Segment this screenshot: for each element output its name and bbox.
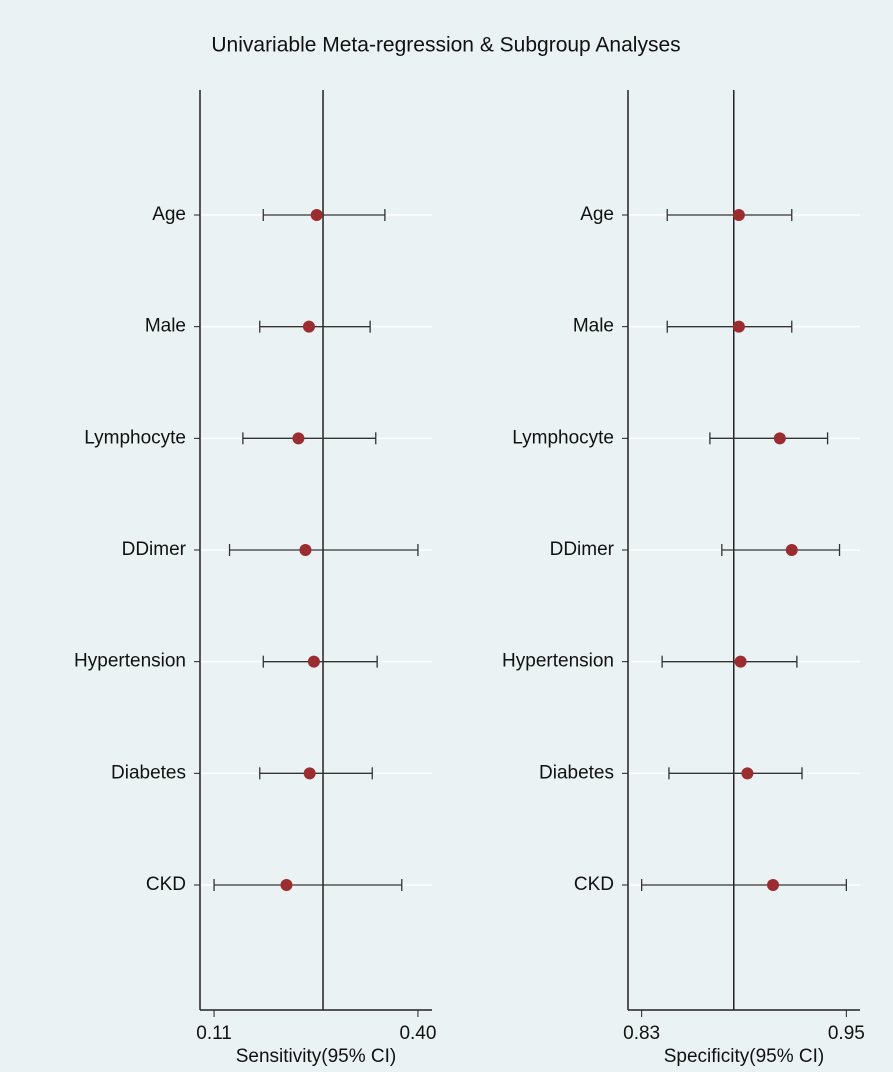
point — [303, 767, 316, 780]
y-tick-label: Hypertension — [74, 651, 186, 672]
chart-title: Univariable Meta-regression & Subgroup A… — [211, 34, 680, 57]
y-tick-label: CKD — [574, 874, 614, 895]
x-tick-label: 0.83 — [623, 1023, 660, 1044]
point — [741, 767, 754, 780]
y-tick-label: DDimer — [122, 539, 187, 560]
y-tick-label: Age — [580, 204, 614, 225]
point — [292, 432, 305, 445]
x-axis-label: Sensitivity(95% CI) — [236, 1046, 397, 1067]
point — [302, 320, 315, 333]
point — [734, 655, 747, 668]
y-tick-label: Male — [145, 316, 186, 337]
y-tick-label: Age — [152, 204, 186, 225]
point — [773, 432, 786, 445]
point — [310, 209, 323, 221]
point — [307, 655, 320, 668]
y-tick-label: Male — [573, 316, 614, 337]
x-tick-label: 0.11 — [196, 1023, 232, 1044]
y-tick-label: CKD — [146, 874, 186, 895]
y-tick-label: Diabetes — [111, 762, 186, 783]
y-tick-label: Lymphocyte — [512, 427, 614, 448]
y-tick-label: Hypertension — [502, 651, 614, 672]
point — [732, 209, 745, 221]
x-tick-label: 0.95 — [828, 1023, 865, 1044]
x-tick-label: 0.40 — [399, 1023, 436, 1044]
y-tick-label: Diabetes — [539, 762, 614, 783]
point — [785, 544, 798, 556]
point — [767, 879, 779, 891]
point — [280, 879, 293, 891]
y-tick-label: Lymphocyte — [84, 427, 186, 448]
x-axis-label: Specificity(95% CI) — [664, 1046, 825, 1067]
point — [299, 544, 312, 556]
point — [732, 320, 745, 333]
y-tick-label: DDimer — [550, 539, 615, 560]
